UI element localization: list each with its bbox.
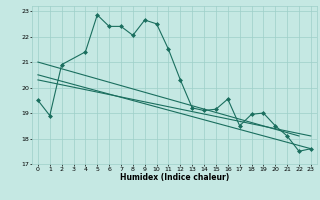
X-axis label: Humidex (Indice chaleur): Humidex (Indice chaleur) xyxy=(120,173,229,182)
